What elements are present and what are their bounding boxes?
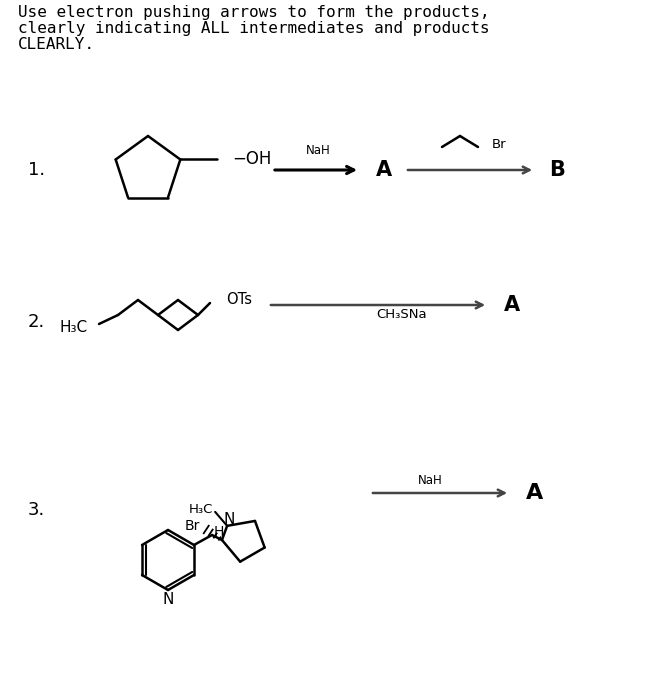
Text: 1.: 1.	[28, 161, 45, 179]
Text: A: A	[504, 295, 520, 315]
Text: H: H	[214, 525, 224, 539]
Text: H₃C: H₃C	[60, 319, 88, 335]
Text: Br: Br	[184, 519, 200, 533]
Text: N: N	[223, 512, 234, 527]
Text: 2.: 2.	[28, 313, 46, 331]
Text: 3.: 3.	[28, 501, 46, 519]
Text: Br: Br	[492, 139, 507, 151]
Text: −OH: −OH	[232, 150, 272, 169]
Text: N: N	[162, 592, 174, 608]
Text: B: B	[549, 160, 565, 180]
Text: NaH: NaH	[306, 144, 330, 157]
Text: clearly indicating ALL intermediates and products: clearly indicating ALL intermediates and…	[18, 21, 490, 36]
Text: A: A	[376, 160, 392, 180]
Text: CLEARLY.: CLEARLY.	[18, 37, 95, 52]
Text: OTs: OTs	[226, 291, 252, 307]
Text: H₃C: H₃C	[189, 503, 213, 517]
Text: NaH: NaH	[417, 473, 442, 486]
Text: CH₃SNa: CH₃SNa	[377, 309, 427, 321]
Text: A: A	[527, 483, 543, 503]
Text: Use electron pushing arrows to form the products,: Use electron pushing arrows to form the …	[18, 5, 490, 20]
